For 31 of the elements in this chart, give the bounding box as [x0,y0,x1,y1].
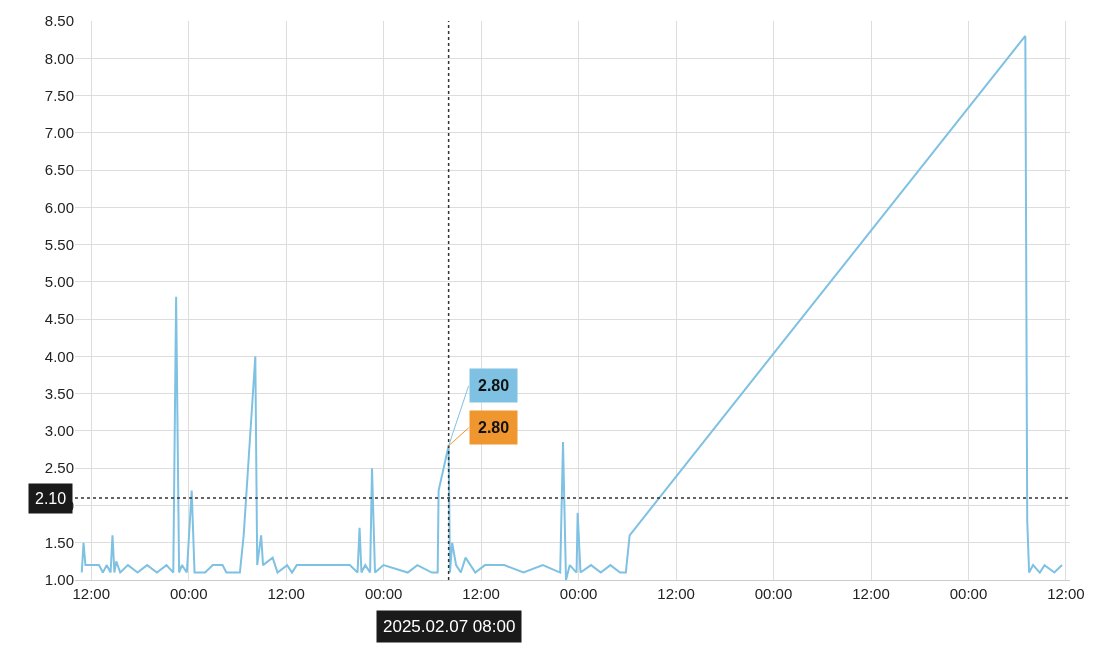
x-tick-label: 12:00 [267,585,305,602]
y-tick-label: 6.00 [44,198,74,216]
x-tick-label: 00:00 [754,585,793,602]
y-tick-label: 7.00 [44,124,74,142]
y-tick-label: 5.50 [44,235,74,253]
x-tick-label: 12:00 [72,585,111,602]
y-tick-label: 1.50 [44,533,74,551]
x-tick-label: 12:00 [657,585,695,602]
x-tick-label: 00:00 [169,585,208,602]
annotation: 2.80 [478,419,510,436]
x-tick-label: 12:00 [462,585,500,602]
ref-line-label: 2.10 [35,490,67,507]
x-tick-label: 00:00 [559,585,598,602]
y-tick-label: 5.00 [44,273,74,291]
x-tick-label: 12:00 [852,585,890,602]
y-tick-label: 6.50 [44,161,74,179]
y-tick-label: 4.50 [44,310,74,328]
annotation: 2.80 [478,377,510,394]
y-tick-label: 8.00 [44,49,74,67]
y-tick-label: 8.50 [44,12,74,30]
y-tick-label: 4.00 [44,347,74,365]
y-tick-label: 2.50 [44,459,74,477]
x-tick-label: 12:00 [1047,585,1085,602]
x-tick-label: 00:00 [364,585,403,602]
y-tick-label: 1.00 [44,571,74,589]
x-tick-label: 00:00 [949,585,988,602]
y-tick-label: 7.50 [44,86,74,104]
line-series [80,34,1064,580]
ref-line-label: 2025.02.07 08:00 [383,617,516,636]
y-tick-label: 3.50 [44,384,74,402]
y-tick-label: 3.00 [44,422,74,440]
